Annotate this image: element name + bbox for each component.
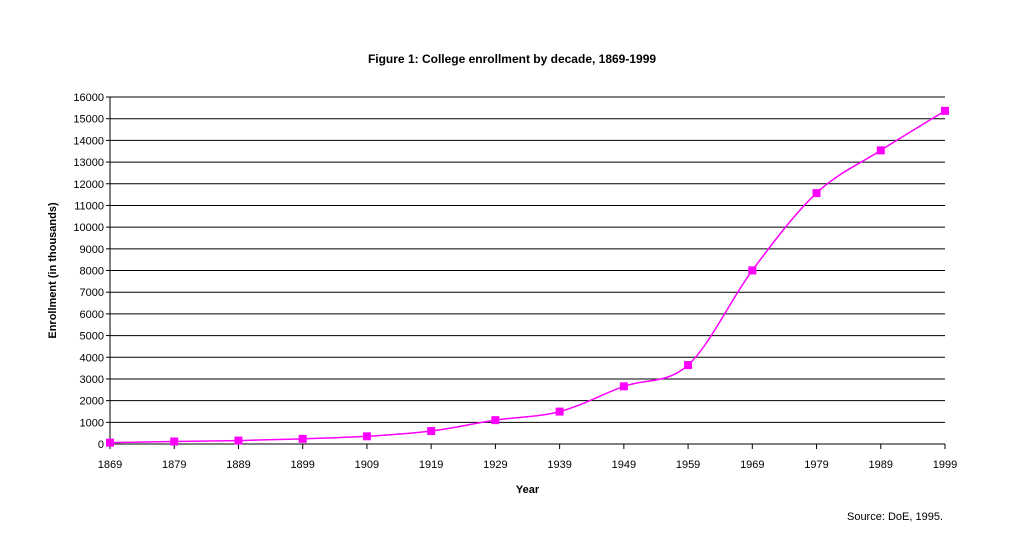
x-tick-label: 1979 [804, 459, 828, 471]
x-tick-label: 1899 [290, 459, 314, 471]
x-tick-label: 1949 [612, 459, 636, 471]
y-tick-label: 3000 [80, 374, 104, 386]
x-tick-label: 1929 [483, 459, 507, 471]
data-point-marker [619, 382, 628, 391]
y-axis-title: Enrollment (in thousands) [47, 202, 59, 339]
x-tick-label: 1919 [419, 459, 443, 471]
data-point-marker [170, 437, 179, 446]
data-point-marker [748, 266, 757, 275]
y-tick-label: 16000 [73, 92, 104, 104]
y-tick-label: 1000 [80, 417, 104, 429]
data-point-marker [491, 416, 500, 425]
data-point-marker [941, 106, 949, 115]
x-tick-label: 1999 [933, 459, 957, 471]
y-tick-label: 15000 [73, 114, 104, 126]
data-point-marker [298, 434, 307, 443]
source-note: Source: DoE, 1995. [846, 511, 943, 523]
x-tick-label: 1939 [547, 459, 571, 471]
y-tick-label: 6000 [80, 309, 104, 321]
y-tick-label: 2000 [80, 396, 104, 408]
y-tick-label: 9000 [80, 244, 104, 256]
chart-title: Figure 1: College enrollment by decade, … [367, 52, 657, 66]
data-point-marker [876, 146, 885, 155]
y-tick-label: 11000 [74, 200, 104, 212]
data-point-marker [555, 407, 564, 416]
x-tick-label: 1909 [355, 459, 379, 471]
y-tick-label: 8000 [80, 266, 104, 278]
y-tick-label: 10000 [73, 222, 104, 234]
data-point-marker [234, 436, 243, 445]
data-point-marker [684, 361, 693, 370]
y-tick-label: 13000 [73, 157, 104, 169]
y-tick-label: 7000 [80, 287, 104, 299]
data-point-marker [362, 432, 371, 441]
x-tick-label: 1879 [162, 459, 186, 471]
y-tick-label: 0 [98, 439, 104, 451]
data-point-marker [427, 427, 436, 436]
y-tick-label: 14000 [73, 135, 104, 147]
enrollment-series-line [109, 110, 946, 444]
data-point-marker [106, 438, 114, 447]
x-tick-label: 1969 [740, 459, 764, 471]
y-tick-label: 4000 [80, 352, 104, 364]
y-tick-label: 5000 [80, 331, 104, 343]
x-axis-title: Year [516, 484, 540, 496]
x-tick-label: 1989 [869, 459, 893, 471]
data-point-marker [812, 189, 821, 198]
x-tick-label: 1959 [676, 459, 700, 471]
x-tick-label: 1869 [98, 459, 122, 471]
y-tick-label: 12000 [73, 179, 104, 191]
x-tick-label: 1889 [226, 459, 250, 471]
